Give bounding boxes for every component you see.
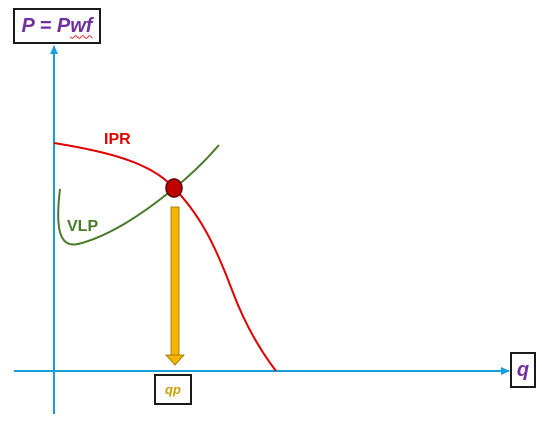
- down-arrow: [165, 206, 185, 366]
- y-axis-label-suffix: wf: [70, 14, 93, 37]
- vlp-curve-label: VLP: [67, 218, 99, 235]
- ipr-curve-label: IPR: [104, 131, 131, 148]
- y-axis-label-prefix: P = P: [21, 14, 71, 37]
- qp-label: qp: [154, 374, 192, 405]
- operating-point-marker: [165, 178, 183, 198]
- x-axis-label: q: [510, 352, 536, 388]
- vlp-curve: [57, 144, 220, 246]
- ipr-curve: [53, 142, 277, 372]
